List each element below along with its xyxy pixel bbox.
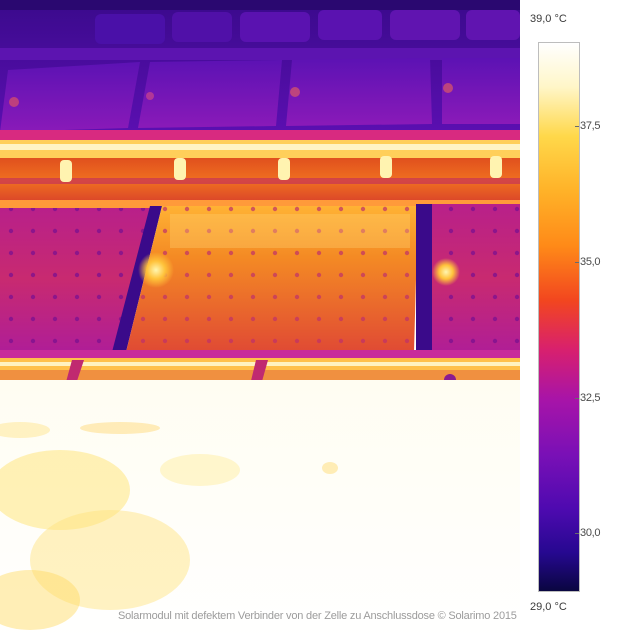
solar-module-right — [432, 204, 520, 352]
temperature-scale: 39,0 °C 37,5 35,0 32,5 30,0 29,0 °C — [520, 0, 640, 640]
upper-module-row — [0, 58, 520, 132]
thermal-image — [0, 0, 520, 640]
scale-tick: 32,5 — [574, 392, 601, 404]
thermal-scene — [0, 0, 520, 640]
module-gap — [112, 206, 162, 352]
distant-panel-row — [0, 10, 520, 60]
scale-min-label: 29,0 °C — [530, 601, 567, 613]
solar-module-defective — [126, 206, 418, 352]
scale-tick: 30,0 — [574, 527, 601, 539]
scale-max-label: 39,0 °C — [530, 13, 567, 25]
image-caption: Solarmodul mit defektem Verbinder von de… — [118, 610, 517, 622]
ground-warm-patches — [0, 422, 338, 630]
scale-tick: 37,5 — [574, 120, 601, 132]
module-gap-right — [416, 204, 432, 354]
color-bar — [538, 42, 580, 592]
solar-module-left — [0, 208, 150, 350]
mounting-rail-upper — [0, 130, 520, 208]
scale-tick: 35,0 — [574, 256, 601, 268]
